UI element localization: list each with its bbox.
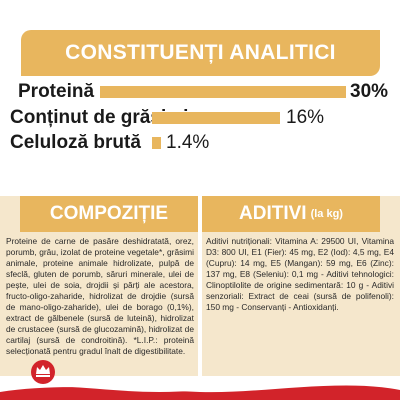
additives-text: Aditivi nutriționali: Vitamina A: 29500 … xyxy=(206,236,394,312)
nutrient-label: Proteină xyxy=(18,81,95,102)
additives-heading: ADITIVI (la kg) xyxy=(202,196,380,232)
nutrient-label: Conținut de grăsimi xyxy=(10,107,189,128)
nutrient-value: 30% xyxy=(350,81,389,102)
composition-heading: COMPOZIȚIE xyxy=(20,196,198,232)
nutrient-value: 16% xyxy=(286,107,325,128)
nutrient-row-fat: Conținut de grăsimi 16% xyxy=(0,106,400,130)
composition-text: Proteine de carne de pasăre deshidratată… xyxy=(6,236,194,356)
nutrient-bar xyxy=(152,137,161,149)
nutrient-row-protein: Proteină 30% xyxy=(0,80,400,104)
nutrient-bar xyxy=(152,112,280,124)
royal-crown-logo-icon xyxy=(31,360,55,384)
analytic-constituents-banner: CONSTITUENȚI ANALITICI xyxy=(21,30,380,76)
analytic-constituents-title: CONSTITUENȚI ANALITICI xyxy=(65,41,336,64)
additives-unit: (la kg) xyxy=(310,208,343,220)
nutrient-bar xyxy=(100,86,346,98)
nutrient-row-fiber: Celuloză brută 1.4% xyxy=(0,131,400,155)
nutrient-label: Celuloză brută xyxy=(10,132,141,153)
bottom-wave xyxy=(0,379,400,400)
nutrient-value: 1.4% xyxy=(166,132,210,153)
